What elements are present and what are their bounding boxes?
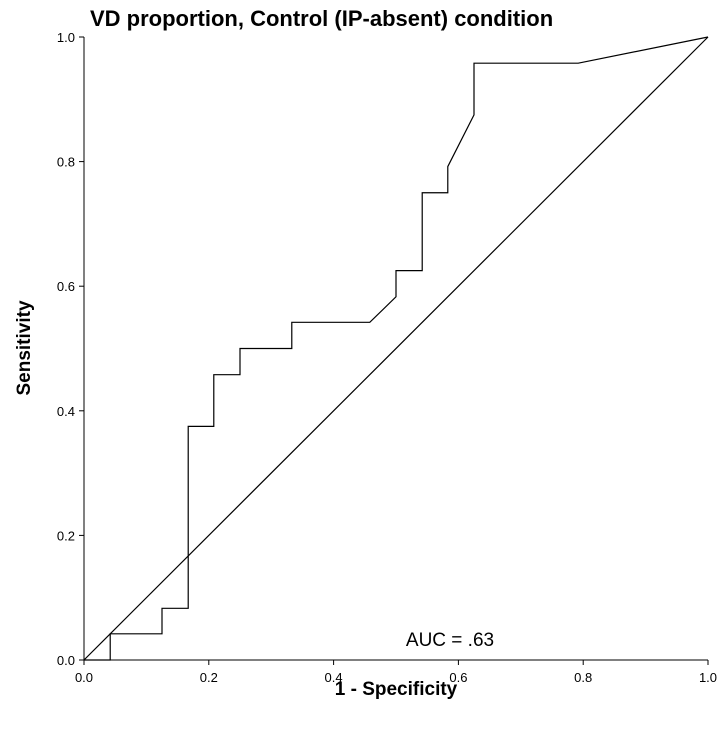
- x-tick-label: 0.6: [449, 670, 467, 685]
- y-axis-ticks: 0.0 0.2 0.4 0.6 0.8 1.0: [57, 30, 84, 668]
- x-axis-ticks: 0.0 0.2 0.4 0.6 0.8 1.0: [75, 660, 717, 685]
- y-tick-label: 1.0: [57, 30, 75, 45]
- roc-curve-line: [84, 36, 709, 661]
- chart-title: VD proportion, Control (IP-absent) condi…: [90, 6, 553, 31]
- reference-diagonal-line: [83, 36, 709, 661]
- auc-annotation: AUC = .63: [406, 630, 494, 651]
- series-layer: [83, 36, 709, 661]
- x-axis-label: 1 - Specificity: [335, 679, 458, 700]
- x-tick-label: 0.2: [200, 670, 218, 685]
- x-tick-label: 0.4: [325, 670, 343, 685]
- y-tick-label: 0.6: [57, 279, 75, 294]
- x-tick-label: 0.0: [75, 670, 93, 685]
- y-tick-label: 0.0: [57, 653, 75, 668]
- x-tick-label: 0.8: [574, 670, 592, 685]
- y-tick-label: 0.8: [57, 155, 75, 170]
- plot-area: 0.0 0.2 0.4 0.6 0.8 1.0 0.0 0.2 0.4 0.6 0.8 1.0: [57, 30, 717, 685]
- x-tick-label: 1.0: [699, 670, 717, 685]
- y-tick-label: 0.2: [57, 528, 75, 543]
- y-axis-label: Sensitivity: [14, 300, 35, 395]
- y-tick-label: 0.4: [57, 404, 75, 419]
